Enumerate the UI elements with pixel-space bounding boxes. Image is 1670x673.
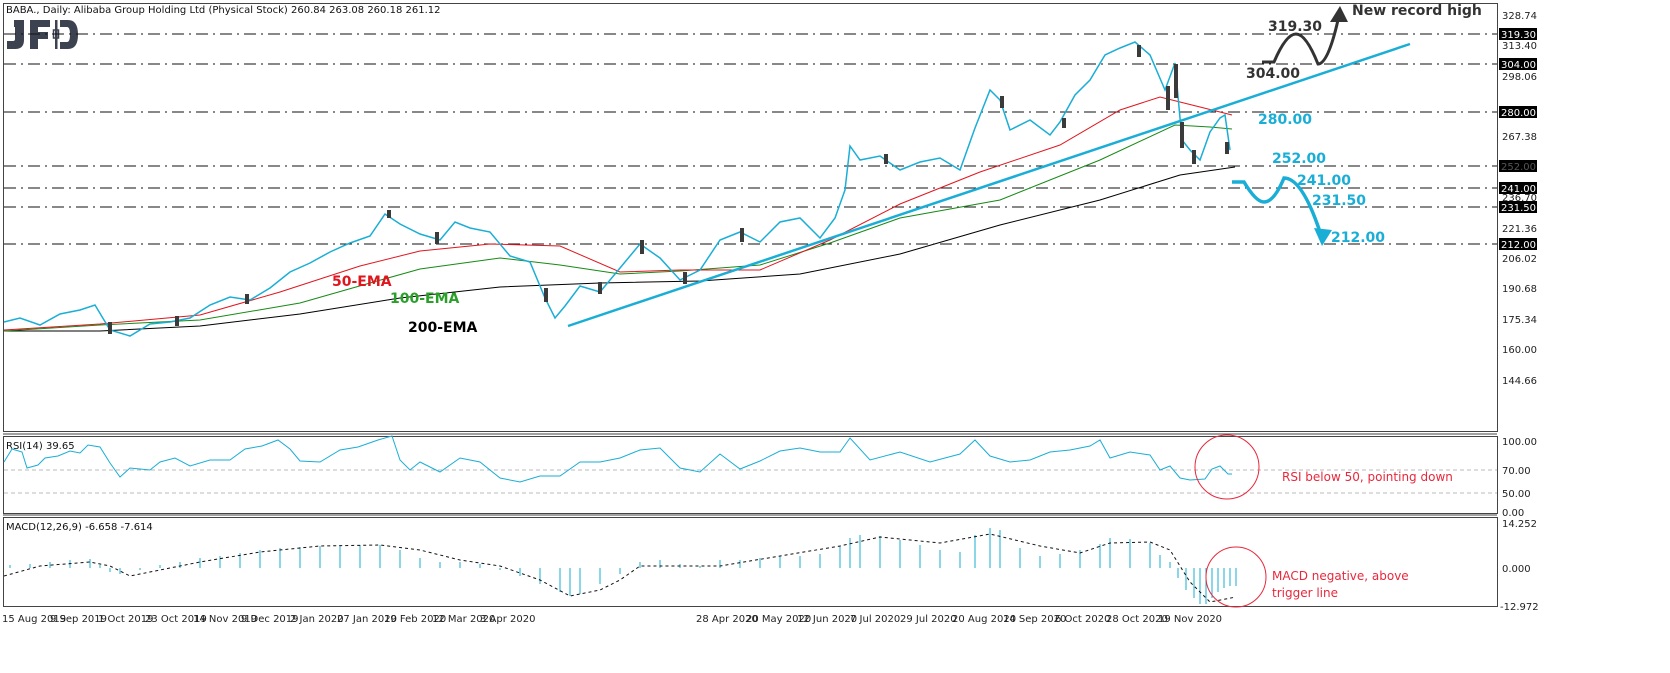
- svg-text:212.00: 212.00: [1501, 240, 1536, 251]
- svg-text:19 Nov 2020: 19 Nov 2020: [1158, 614, 1222, 625]
- price-tick: 236.70: [1502, 193, 1537, 204]
- bullish-scenario-arrow: [1262, 6, 1348, 66]
- uptrend-line: [567, 42, 1411, 328]
- macd-note-line2: trigger line: [1272, 586, 1338, 600]
- price-pane-frame: [3, 3, 1498, 432]
- svg-text:14 Nov 2019: 14 Nov 2019: [193, 614, 257, 625]
- macd-histogram: [9, 528, 1237, 604]
- svg-text:241.00: 241.00: [1501, 184, 1536, 195]
- svg-text:9 Sep 2019: 9 Sep 2019: [50, 614, 107, 625]
- level-304-label: 304.00: [1246, 66, 1300, 82]
- svg-text:2 Jan 2020: 2 Jan 2020: [290, 614, 344, 625]
- rsi-line: [3, 435, 1232, 483]
- jfd-logo: [7, 20, 78, 49]
- svg-text:3 Apr 2020: 3 Apr 2020: [480, 614, 535, 625]
- rsi-note: RSI below 50, pointing down: [1282, 470, 1453, 484]
- rsi-highlight-circle: [1194, 434, 1260, 500]
- svg-text:231.50: 231.50: [1501, 203, 1536, 214]
- svg-text:15 Aug 2019: 15 Aug 2019: [2, 614, 66, 625]
- svg-text:23 Oct 2019: 23 Oct 2019: [145, 614, 207, 625]
- price-tick: 313.40: [1502, 41, 1537, 52]
- ema50-label: 50-EMA: [332, 274, 392, 290]
- svg-text:9 Dec 2019: 9 Dec 2019: [241, 614, 299, 625]
- rsi-axis: 100.00 70.00 50.00 30.00 0.00: [1502, 437, 1537, 519]
- price-tick: 267.38: [1502, 132, 1537, 143]
- svg-text:12 Mar 2020: 12 Mar 2020: [432, 614, 495, 625]
- svg-text:20 May 2020: 20 May 2020: [746, 614, 811, 625]
- svg-text:7 Jul 2020: 7 Jul 2020: [850, 614, 900, 625]
- svg-text:100.00: 100.00: [1502, 437, 1537, 448]
- svg-text:14.252: 14.252: [1502, 519, 1537, 530]
- svg-text:280.00: 280.00: [1501, 108, 1536, 119]
- price-tick: 144.66: [1502, 376, 1537, 387]
- svg-text:50.00: 50.00: [1502, 489, 1531, 500]
- svg-text:319.30: 319.30: [1501, 30, 1536, 41]
- new-record-high-label: New record high: [1352, 3, 1482, 19]
- level-252-label: 252.00: [1272, 151, 1326, 167]
- macd-highlight-circle: [1205, 546, 1267, 608]
- time-axis: 15 Aug 2019 9 Sep 2019 1 Oct 2019 23 Oct…: [2, 614, 1222, 625]
- candlesticks: [3, 41, 1231, 337]
- rsi-title: RSI(14) 39.65: [6, 441, 75, 452]
- price-level-tags: 319.30 304.00 280.00 252.00 241.00 231.5…: [1499, 28, 1537, 251]
- ema-200-line: [4, 166, 1236, 332]
- level-241-label: 241.00: [1297, 173, 1351, 189]
- svg-text:70.00: 70.00: [1502, 466, 1531, 477]
- price-tick: 328.74: [1502, 11, 1537, 22]
- chart-title: BABA., Daily: Alibaba Group Holding Ltd …: [6, 5, 440, 16]
- svg-text:252.00: 252.00: [1501, 162, 1536, 173]
- svg-text:28 Apr 2020: 28 Apr 2020: [696, 614, 758, 625]
- svg-text:12 Jun 2020: 12 Jun 2020: [797, 614, 857, 625]
- svg-text:14 Sep 2020: 14 Sep 2020: [1003, 614, 1066, 625]
- bearish-scenario-arrow: [1232, 176, 1332, 246]
- svg-text:19 Feb 2020: 19 Feb 2020: [384, 614, 446, 625]
- svg-text:-12.972: -12.972: [1500, 602, 1539, 613]
- ema100-label: 100-EMA: [390, 291, 460, 307]
- rsi-levels: [4, 469, 1497, 494]
- price-tick: 221.36: [1502, 224, 1537, 235]
- macd-axis: 14.252 0.000 -12.972: [1500, 519, 1539, 613]
- svg-text:304.00: 304.00: [1501, 60, 1536, 71]
- horizontal-levels: [4, 33, 1497, 245]
- price-tick: 175.34: [1502, 315, 1537, 326]
- level-231-label: 231.50: [1312, 193, 1366, 209]
- target-319-label: 319.30: [1268, 19, 1322, 35]
- svg-text:29 Jul 2020: 29 Jul 2020: [900, 614, 957, 625]
- price-tick: 298.06: [1502, 72, 1537, 83]
- macd-note-line1: MACD negative, above: [1272, 569, 1409, 583]
- svg-text:0.00: 0.00: [1502, 508, 1524, 519]
- price-tick: 206.02: [1502, 254, 1537, 265]
- macd-pane-frame: [3, 517, 1498, 607]
- rsi-pane-frame: [3, 436, 1498, 514]
- level-280-label: 280.00: [1258, 112, 1312, 128]
- svg-text:27 Jan 2020: 27 Jan 2020: [337, 614, 397, 625]
- ema-50-line: [3, 96, 1233, 331]
- macd-signal-line: [3, 533, 1237, 603]
- svg-text:1 Oct 2019: 1 Oct 2019: [98, 614, 153, 625]
- macd-title: MACD(12,26,9) -6.658 -7.614: [6, 522, 153, 533]
- svg-text:6 Oct 2020: 6 Oct 2020: [1055, 614, 1110, 625]
- level-212-label: 212.00: [1331, 230, 1385, 246]
- price-tick: 160.00: [1502, 345, 1537, 356]
- price-axis: 328.74 313.40 298.06 267.38 236.70 221.3…: [1502, 11, 1537, 387]
- svg-text:0.000: 0.000: [1502, 564, 1531, 575]
- svg-text:20 Aug 2020: 20 Aug 2020: [952, 614, 1016, 625]
- svg-text:28 Oct 2020: 28 Oct 2020: [1106, 614, 1168, 625]
- ema200-label: 200-EMA: [408, 320, 478, 336]
- price-tick: 190.68: [1502, 284, 1537, 295]
- ema-100-line: [3, 124, 1233, 332]
